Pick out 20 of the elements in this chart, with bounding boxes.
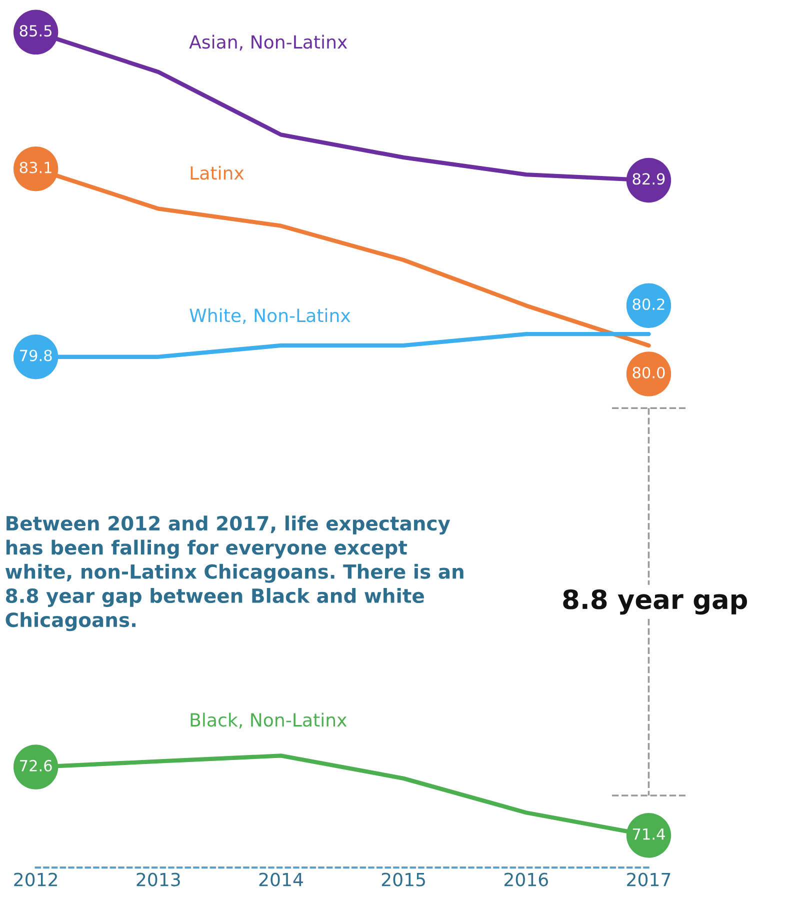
series-label: Black, Non-Latinx (190, 712, 347, 729)
series-label: White, Non-Latinx (190, 308, 350, 324)
annotation: 8.8 year gap (563, 589, 747, 615)
x-tick-label: 2013 (136, 872, 180, 886)
series-label: Asian, Non-Latinx (189, 34, 348, 51)
x-tick-label: 2014 (259, 872, 303, 886)
x-tick-label: 2012 (14, 872, 57, 886)
data-label: 85.5 (20, 25, 52, 37)
x-tick-label: 2017 (627, 872, 670, 886)
data-label: 80.2 (632, 298, 664, 310)
data-label: 82.9 (632, 173, 665, 185)
x-tick-label: 2016 (504, 872, 548, 886)
annotation: Between 2012 and 2017, life expectancy has been falling for everyone except white, non-Latinx Chicagoans. There is an 8.8 year gap between Black and white Chicagoans. (5, 516, 464, 632)
series-label: Latinx (190, 166, 244, 180)
data-label: 72.6 (20, 760, 52, 772)
x-tick-label: 2015 (382, 872, 425, 886)
data-label: 83.1 (20, 162, 52, 174)
data-label: 79.8 (20, 350, 52, 362)
data-label: 80.0 (632, 366, 665, 378)
data-label: 71.4 (632, 828, 665, 840)
